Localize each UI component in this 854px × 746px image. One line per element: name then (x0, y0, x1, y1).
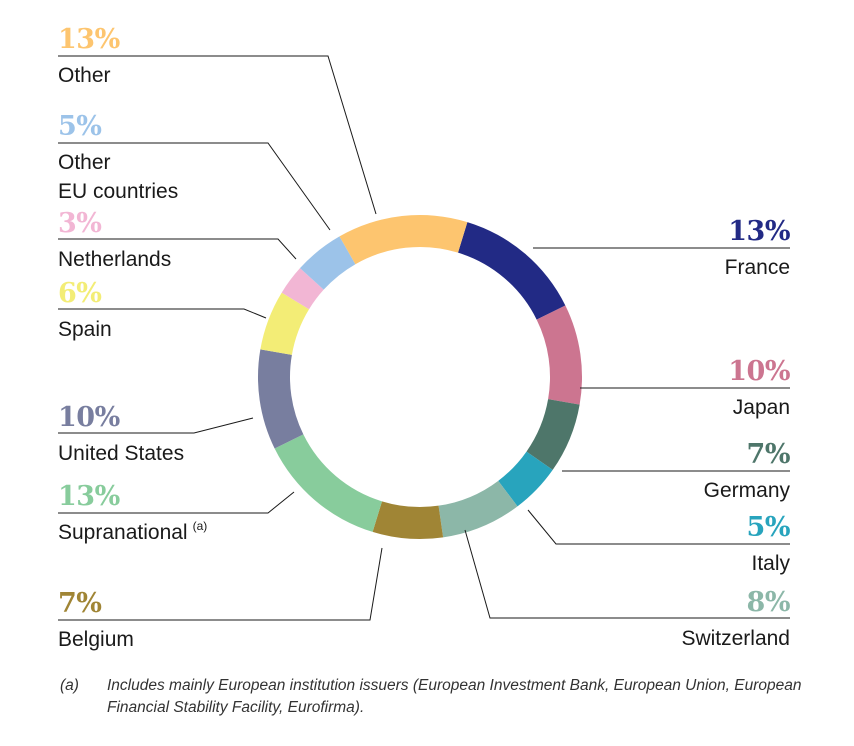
name-label-belgium: Belgium (58, 628, 134, 651)
name-label-france: France (725, 256, 790, 279)
slice-spain (260, 292, 310, 355)
name-label-other-eu-countries-2: EU countries (58, 180, 178, 203)
leader-spain (58, 308, 267, 319)
name-label-japan: Japan (733, 396, 790, 419)
leader-united-states (58, 417, 254, 434)
slice-france (458, 222, 566, 320)
note-mark: (a) (193, 519, 208, 533)
name-label-supranational: Supranational (a) (58, 519, 207, 544)
slice-other (339, 214, 468, 265)
pct-label-italy: 5% (747, 512, 790, 543)
name-label-germany: Germany (704, 479, 791, 502)
leader-other-eu-countries (58, 142, 331, 231)
name-label-italy: Italy (751, 552, 790, 575)
leader-switzerland (464, 529, 790, 619)
name-label-other: Other (58, 64, 111, 87)
pct-label-united-states: 10% (58, 402, 120, 433)
slice-labels: 13% France 10% Japan 7% Germany 5% Italy 8% Switz… (58, 24, 791, 651)
name-label-spain: Spain (58, 318, 112, 341)
leader-italy (527, 509, 790, 545)
pct-label-spain: 6% (58, 278, 101, 309)
footnote-mark: (a) (60, 677, 79, 694)
footnote-text: Includes mainly European institution iss… (107, 677, 802, 716)
slice-supranational (274, 434, 382, 532)
pct-label-japan: 10% (728, 356, 790, 387)
donut-slices (258, 214, 582, 539)
name-label-other-eu-countries-1: Other (58, 151, 111, 174)
slice-netherlands (281, 268, 324, 310)
pct-label-netherlands: 3% (58, 208, 101, 239)
name-label-united-states: United States (58, 442, 184, 465)
slice-united-states (258, 349, 304, 449)
pct-label-belgium: 7% (58, 588, 101, 619)
slice-germany (526, 399, 580, 470)
slice-japan (536, 305, 582, 405)
slice-other-eu-countries (299, 236, 356, 290)
pct-label-other: 13% (58, 24, 120, 55)
leader-lines (58, 55, 790, 621)
pct-label-france: 13% (728, 216, 790, 247)
leader-netherlands (58, 238, 297, 260)
leader-belgium (58, 547, 383, 621)
slice-italy (498, 451, 553, 507)
pct-label-germany: 7% (747, 439, 790, 470)
pct-label-switzerland: 8% (747, 587, 790, 618)
name-label-netherlands: Netherlands (58, 248, 171, 271)
leader-supranational (58, 491, 295, 514)
slice-switzerland (438, 480, 518, 538)
slice-belgium (372, 501, 444, 539)
leader-other (58, 55, 377, 215)
name-label-switzerland: Switzerland (681, 627, 790, 650)
pct-label-supranational: 13% (58, 481, 120, 512)
pct-label-other-eu-countries: 5% (58, 111, 101, 142)
